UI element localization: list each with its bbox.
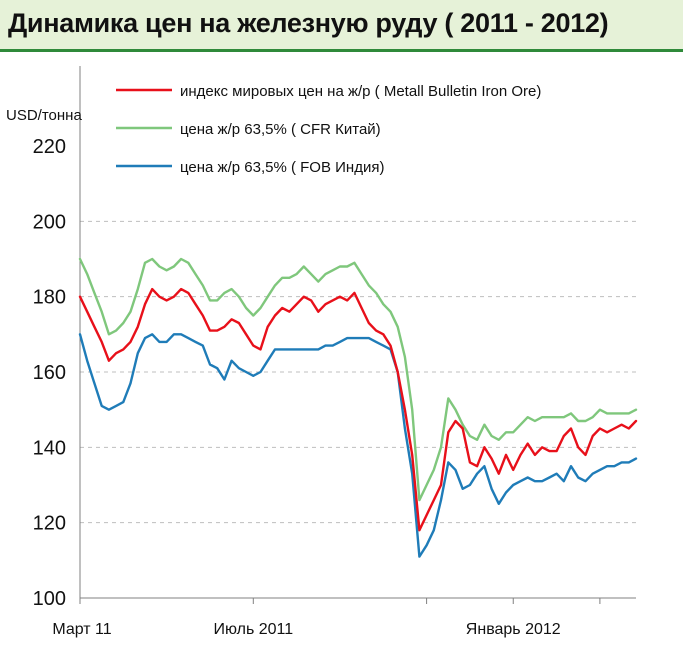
- y-tick-label: 220: [33, 136, 66, 158]
- x-tick-label: Март 11: [52, 621, 111, 638]
- y-tick-label: 120: [33, 513, 66, 535]
- chart-title: Динамика цен на железную руду ( 2011 - 2…: [8, 8, 609, 38]
- x-tick-label: Январь 2012: [466, 621, 561, 638]
- y-tick-label: 160: [33, 362, 66, 384]
- legend-label: цена ж/р 63,5% ( CFR Китай): [180, 121, 381, 138]
- legend-label: индекс мировых цен на ж/р ( Metall Bulle…: [180, 83, 541, 100]
- series-line: [78, 333, 638, 558]
- y-tick-label: 140: [33, 437, 66, 459]
- legend-label: цена ж/р 63,5% ( FOB Индия): [180, 159, 384, 176]
- y-tick-label: 100: [33, 588, 66, 610]
- x-tick-label: Июль 2011: [213, 621, 293, 638]
- y-tick-label: 200: [33, 211, 66, 233]
- y-axis-label: USD/тонна: [6, 107, 82, 124]
- series-line: [78, 287, 638, 532]
- series-line: [78, 257, 638, 502]
- y-tick-label: 180: [33, 287, 66, 309]
- title-bar: Динамика цен на железную руду ( 2011 - 2…: [0, 0, 683, 52]
